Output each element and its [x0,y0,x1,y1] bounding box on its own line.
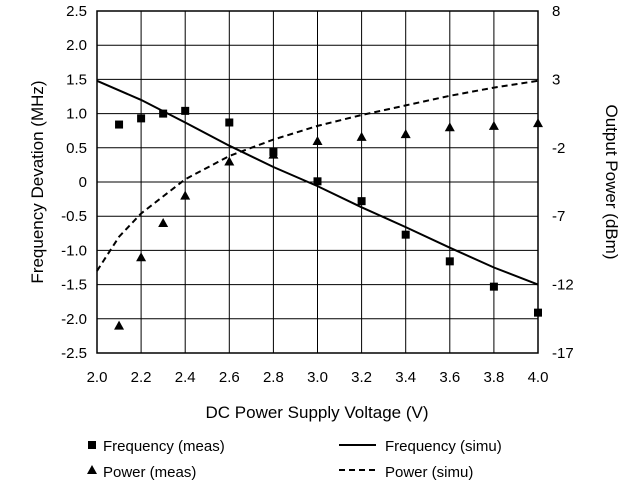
data-point-power-meas [444,122,455,132]
x-tick-label: 2.6 [219,369,240,386]
data-point-power-meas [488,120,499,130]
data-point-power-meas [114,320,125,330]
x-tick-label: 2.8 [263,369,284,386]
x-tick-label: 3.8 [483,369,504,386]
left-y-tick-label: 0 [79,174,87,191]
left-y-tick-label: 1.0 [66,106,87,123]
left-y-tick-label: -2.0 [61,311,87,328]
data-point-frequency-meas [534,308,542,317]
data-point-power-meas [180,190,191,200]
data-point-frequency-meas [313,177,322,186]
left-y-tick-label: 2.0 [66,37,87,54]
legend-label-power-meas: Power (meas) [103,464,196,481]
x-axis-tick-labels: 2.0 2.2 2.4 2.6 2.8 3.0 3.2 3.4 3.6 3.8 4.0 [87,369,549,386]
data-point-power-meas [158,218,169,228]
right-y-tick-label: -7 [552,208,565,225]
right-y-axis-label: Output Power (dBm) [602,105,621,260]
left-y-tick-label: -2.5 [61,345,87,362]
left-y-tick-label: -1.5 [61,277,87,294]
x-tick-label: 3.4 [395,369,416,386]
x-tick-label: 4.0 [528,369,549,386]
data-point-power-meas [136,252,147,262]
legend: Frequency (meas) Frequency (simu) Power … [87,438,502,481]
x-tick-label: 3.2 [351,369,372,386]
x-tick-label: 2.4 [175,369,196,386]
data-point-power-meas [312,135,323,145]
plot-area-frame [96,10,539,354]
data-point-power-meas [224,156,235,166]
right-axis-tick-labels: 8 3 -2 -7 -12 -17 [552,3,574,362]
series-line-frequency-simu [96,79,539,286]
data-point-power-meas [400,129,411,139]
data-point-frequency-meas [225,118,234,127]
data-point-frequency-meas [181,106,190,115]
data-point-power-meas [356,131,367,141]
right-y-tick-label: -12 [552,277,574,294]
data-point-frequency-meas [401,230,410,239]
left-y-tick-label: 1.5 [66,71,87,88]
left-y-axis-label: Frequency Devation (MHz) [28,80,47,283]
legend-triangle-marker [87,465,97,474]
left-y-tick-label: 0.5 [66,140,87,157]
left-axis-tick-labels: 2.5 2.0 1.5 1.0 0.5 0 -0.5 -1.0 -1.5 -2.0 -2.5 [61,3,87,362]
data-point-power-meas [533,118,543,128]
data-point-frequency-meas [115,120,124,129]
data-series [96,79,543,330]
right-y-tick-label: 8 [552,3,560,20]
left-y-tick-label: 2.5 [66,3,87,20]
right-y-tick-label: -2 [552,140,565,157]
left-y-tick-label: -1.0 [61,242,87,259]
data-point-frequency-meas [445,257,454,266]
x-axis-label: DC Power Supply Voltage (V) [206,403,429,422]
legend-label-power-simu: Power (simu) [385,464,473,481]
data-point-frequency-meas [137,114,146,123]
right-y-tick-label: 3 [552,71,560,88]
data-point-frequency-meas [357,197,366,206]
data-point-frequency-meas [159,109,168,118]
data-point-frequency-meas [489,282,498,291]
data-point-power-meas [268,149,279,159]
x-tick-label: 3.6 [439,369,460,386]
legend-label-frequency-meas: Frequency (meas) [103,438,225,455]
x-tick-label: 2.2 [131,369,152,386]
right-y-tick-label: -17 [552,345,574,362]
legend-label-frequency-simu: Frequency (simu) [385,438,502,455]
x-tick-label: 2.0 [87,369,108,386]
legend-square-marker [88,441,96,449]
series-line-power-simu [96,79,539,272]
x-tick-label: 3.0 [307,369,328,386]
left-y-tick-label: -0.5 [61,208,87,225]
